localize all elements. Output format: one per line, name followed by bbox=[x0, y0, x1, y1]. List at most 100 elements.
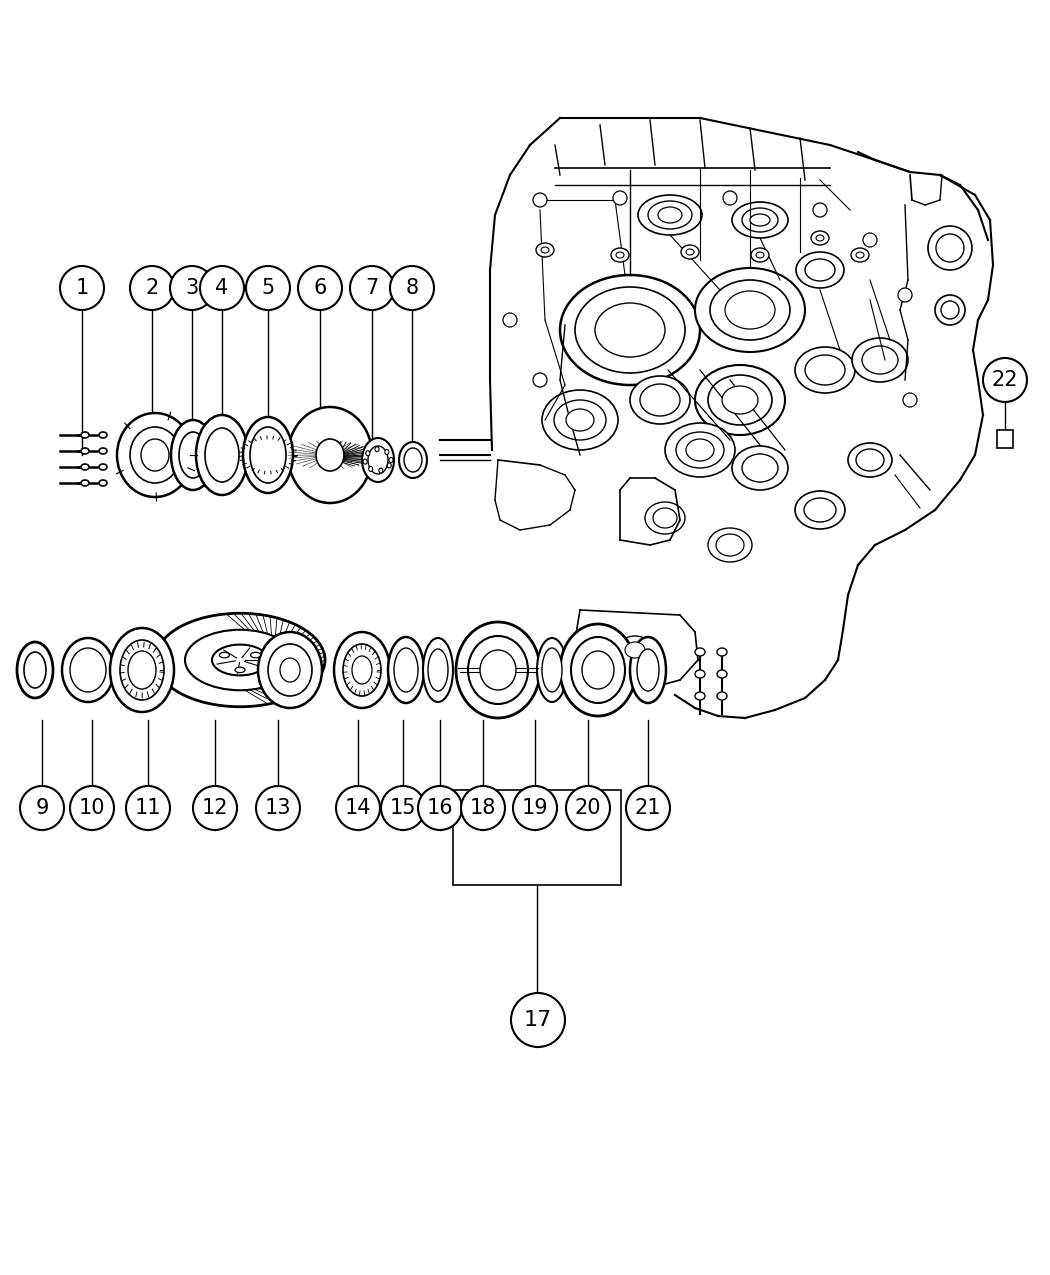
Ellipse shape bbox=[811, 231, 830, 245]
Ellipse shape bbox=[334, 632, 390, 708]
Circle shape bbox=[566, 785, 610, 830]
Ellipse shape bbox=[903, 393, 917, 407]
Ellipse shape bbox=[571, 638, 625, 703]
Ellipse shape bbox=[17, 643, 52, 697]
Circle shape bbox=[20, 785, 64, 830]
Ellipse shape bbox=[503, 312, 517, 326]
Ellipse shape bbox=[856, 449, 884, 470]
Ellipse shape bbox=[196, 414, 248, 495]
Ellipse shape bbox=[862, 346, 898, 374]
Text: 12: 12 bbox=[202, 798, 228, 819]
Circle shape bbox=[130, 266, 174, 310]
Ellipse shape bbox=[178, 432, 207, 478]
Ellipse shape bbox=[686, 249, 694, 255]
Text: 21: 21 bbox=[635, 798, 662, 819]
Ellipse shape bbox=[795, 347, 855, 393]
Ellipse shape bbox=[120, 640, 164, 700]
Circle shape bbox=[170, 266, 214, 310]
Ellipse shape bbox=[695, 648, 705, 657]
Ellipse shape bbox=[24, 652, 46, 688]
Ellipse shape bbox=[625, 643, 645, 658]
Ellipse shape bbox=[81, 479, 89, 486]
Text: 22: 22 bbox=[992, 370, 1018, 390]
Circle shape bbox=[336, 785, 380, 830]
Ellipse shape bbox=[537, 638, 567, 703]
Ellipse shape bbox=[369, 467, 373, 472]
Ellipse shape bbox=[681, 245, 699, 259]
Ellipse shape bbox=[280, 658, 300, 682]
Ellipse shape bbox=[805, 259, 835, 280]
Ellipse shape bbox=[648, 201, 692, 229]
Ellipse shape bbox=[394, 648, 418, 692]
Circle shape bbox=[390, 266, 434, 310]
Circle shape bbox=[511, 993, 565, 1047]
Ellipse shape bbox=[936, 235, 964, 261]
Text: 4: 4 bbox=[215, 278, 229, 298]
Text: 3: 3 bbox=[186, 278, 198, 298]
Ellipse shape bbox=[630, 638, 666, 703]
Ellipse shape bbox=[560, 623, 636, 717]
Bar bbox=[998, 430, 1013, 448]
Ellipse shape bbox=[185, 630, 295, 690]
Ellipse shape bbox=[258, 632, 322, 708]
Ellipse shape bbox=[708, 375, 772, 425]
Ellipse shape bbox=[708, 528, 752, 562]
Ellipse shape bbox=[70, 648, 106, 692]
Text: 15: 15 bbox=[390, 798, 416, 819]
Ellipse shape bbox=[795, 491, 845, 529]
Ellipse shape bbox=[717, 692, 727, 700]
Ellipse shape bbox=[368, 446, 388, 474]
Ellipse shape bbox=[428, 649, 448, 691]
Text: 2: 2 bbox=[145, 278, 159, 298]
Ellipse shape bbox=[637, 649, 659, 691]
Text: 18: 18 bbox=[469, 798, 497, 819]
Circle shape bbox=[70, 785, 114, 830]
Ellipse shape bbox=[813, 203, 827, 217]
Ellipse shape bbox=[212, 645, 268, 676]
Ellipse shape bbox=[613, 191, 627, 205]
Ellipse shape bbox=[343, 644, 381, 696]
Ellipse shape bbox=[99, 479, 107, 486]
Ellipse shape bbox=[155, 613, 326, 706]
Ellipse shape bbox=[617, 636, 653, 664]
Ellipse shape bbox=[541, 247, 549, 252]
Ellipse shape bbox=[717, 648, 727, 657]
Ellipse shape bbox=[856, 252, 864, 258]
Ellipse shape bbox=[710, 280, 790, 340]
Circle shape bbox=[126, 785, 170, 830]
Text: 1: 1 bbox=[76, 278, 88, 298]
Ellipse shape bbox=[542, 390, 618, 450]
Ellipse shape bbox=[665, 423, 735, 477]
Ellipse shape bbox=[171, 419, 215, 490]
Ellipse shape bbox=[722, 386, 758, 414]
Ellipse shape bbox=[653, 507, 677, 528]
Ellipse shape bbox=[141, 439, 169, 470]
Ellipse shape bbox=[717, 669, 727, 678]
Ellipse shape bbox=[352, 657, 372, 683]
Ellipse shape bbox=[695, 268, 805, 352]
Ellipse shape bbox=[928, 226, 972, 270]
Circle shape bbox=[983, 358, 1027, 402]
Ellipse shape bbox=[941, 301, 959, 319]
Text: 19: 19 bbox=[522, 798, 548, 819]
Ellipse shape bbox=[404, 448, 422, 472]
Ellipse shape bbox=[645, 502, 685, 534]
Ellipse shape bbox=[363, 459, 367, 464]
Ellipse shape bbox=[62, 638, 114, 703]
Ellipse shape bbox=[630, 376, 690, 425]
Ellipse shape bbox=[723, 191, 737, 205]
Ellipse shape bbox=[250, 427, 286, 483]
Text: 20: 20 bbox=[574, 798, 602, 819]
Circle shape bbox=[256, 785, 300, 830]
Ellipse shape bbox=[81, 464, 89, 470]
Ellipse shape bbox=[533, 193, 547, 207]
Ellipse shape bbox=[695, 692, 705, 700]
Ellipse shape bbox=[638, 195, 702, 235]
Bar bbox=[453, 790, 621, 885]
Circle shape bbox=[513, 785, 557, 830]
Ellipse shape bbox=[756, 252, 764, 258]
Ellipse shape bbox=[99, 432, 107, 439]
Ellipse shape bbox=[288, 407, 372, 504]
Ellipse shape bbox=[316, 439, 344, 470]
Ellipse shape bbox=[658, 207, 682, 223]
